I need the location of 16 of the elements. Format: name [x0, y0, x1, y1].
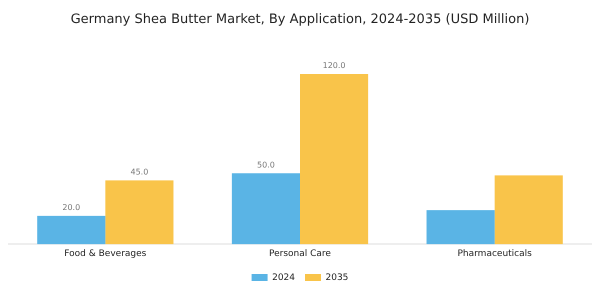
- bar: [232, 173, 300, 244]
- bar: [105, 180, 174, 244]
- data-label: 45.0: [130, 167, 148, 176]
- bar: [494, 175, 563, 244]
- chart-title: Germany Shea Butter Market, By Application, 2024-2035 (USD Million): [70, 12, 530, 28]
- x-tick-label: Pharmaceuticals: [457, 248, 532, 259]
- legend-label: 2035: [326, 272, 348, 283]
- bar: [37, 216, 106, 244]
- bar: [426, 210, 495, 244]
- x-tick-label: Food & Beverages: [64, 248, 147, 259]
- data-label: 20.0: [62, 202, 80, 212]
- data-label: 50.0: [257, 160, 275, 170]
- data-label: 120.0: [322, 61, 346, 70]
- bar: [300, 74, 368, 244]
- x-tick-label: Personal Care: [269, 248, 332, 259]
- legend-label: 2024: [272, 272, 296, 283]
